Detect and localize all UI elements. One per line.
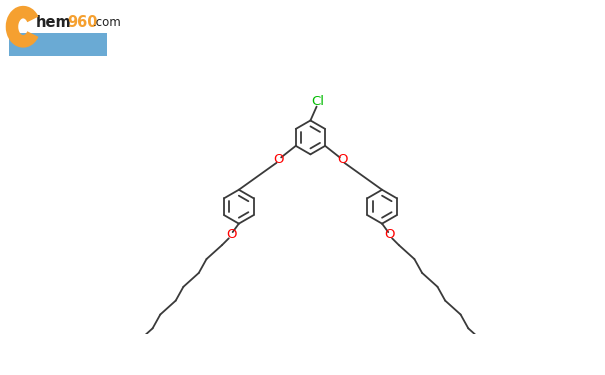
Text: O: O [273, 153, 284, 166]
Text: O: O [385, 228, 395, 241]
Text: hem: hem [36, 15, 71, 30]
Text: O: O [226, 228, 237, 241]
Text: O: O [337, 153, 347, 166]
Bar [8, 33, 107, 56]
Text: .com: .com [93, 16, 122, 29]
Text: 960: 960 [67, 15, 97, 30]
Text: Cl: Cl [312, 95, 325, 108]
Text: 960 化工网: 960 化工网 [36, 39, 80, 49]
